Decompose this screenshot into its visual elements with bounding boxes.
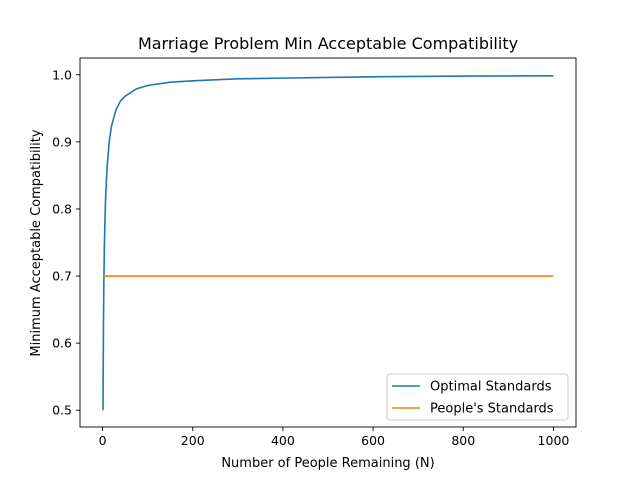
y-axis-label: Minimum Acceptable Compatibility — [29, 129, 44, 356]
x-tick-label: 800 — [451, 433, 475, 448]
y-tick-label: 0.6 — [52, 336, 72, 351]
legend-label-2: People's Standards — [430, 402, 554, 417]
y-tick-label: 1.0 — [52, 67, 72, 82]
chart-title: Marriage Problem Min Acceptable Compatib… — [138, 34, 518, 53]
axes-background — [80, 58, 576, 427]
x-tick-label: 1000 — [538, 433, 570, 448]
y-tick-label: 0.9 — [52, 134, 72, 149]
x-axis-label: Number of People Remaining (N) — [221, 456, 434, 471]
x-tick-label: 0 — [99, 433, 107, 448]
x-tick-label: 400 — [271, 433, 295, 448]
series-line-1 — [102, 74, 554, 411]
legend-box — [386, 373, 569, 421]
legend: Optimal Standards People's Standards — [386, 373, 569, 421]
x-tick-label: 600 — [361, 433, 385, 448]
axes-frame — [79, 57, 577, 428]
legend-label-1: Optimal Standards — [430, 380, 552, 395]
axis-ticks: 0 200 400 600 800 1000 0.5 0.6 0.7 0.8 0.9 1.0 — [52, 67, 569, 448]
y-tick-label: 0.8 — [52, 201, 72, 216]
plot-area — [79, 57, 577, 428]
y-tick-label: 0.5 — [52, 403, 72, 418]
y-tick-label: 0.7 — [52, 269, 72, 284]
x-tick-label: 200 — [181, 433, 205, 448]
